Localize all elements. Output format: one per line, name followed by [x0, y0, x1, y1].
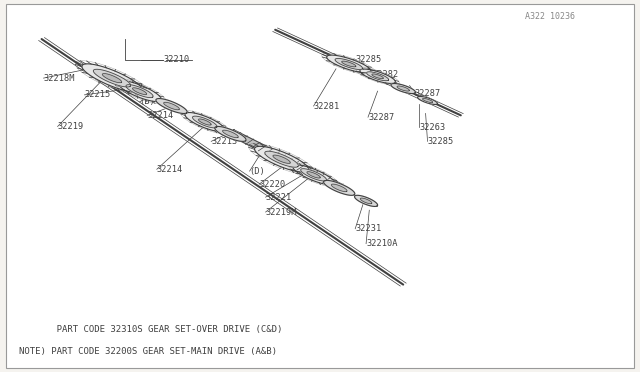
Polygon shape: [118, 81, 161, 102]
Text: (B): (B): [140, 97, 156, 106]
Text: 32210: 32210: [163, 55, 189, 64]
Polygon shape: [422, 99, 433, 102]
Text: 32287: 32287: [368, 113, 394, 122]
Text: 32219: 32219: [58, 122, 84, 131]
Polygon shape: [417, 96, 438, 105]
Text: 32281: 32281: [314, 102, 340, 110]
Polygon shape: [301, 169, 326, 181]
Polygon shape: [307, 171, 320, 178]
Text: A322 10236: A322 10236: [525, 12, 575, 21]
Text: 32210A: 32210A: [366, 239, 397, 248]
Text: 32285: 32285: [356, 55, 382, 64]
Polygon shape: [360, 69, 396, 83]
Polygon shape: [223, 130, 238, 138]
Text: 32219M: 32219M: [266, 208, 297, 217]
Polygon shape: [326, 55, 371, 73]
Polygon shape: [355, 195, 378, 206]
Text: 32285: 32285: [428, 137, 454, 146]
Polygon shape: [198, 119, 211, 125]
Polygon shape: [126, 85, 153, 97]
Text: PART CODE 32310S GEAR SET-OVER DRIVE (C&D): PART CODE 32310S GEAR SET-OVER DRIVE (C&…: [19, 325, 283, 334]
Text: 32221: 32221: [266, 193, 292, 202]
Polygon shape: [372, 74, 383, 78]
Text: 32231: 32231: [355, 224, 381, 233]
Polygon shape: [193, 116, 217, 128]
Text: 32287: 32287: [415, 89, 441, 97]
Polygon shape: [292, 165, 335, 185]
Text: 32215: 32215: [84, 90, 111, 99]
Polygon shape: [360, 198, 372, 203]
Polygon shape: [102, 74, 122, 83]
Text: 32220: 32220: [259, 180, 285, 189]
Text: (D): (D): [250, 167, 266, 176]
Text: 32214: 32214: [157, 165, 183, 174]
Polygon shape: [335, 58, 362, 70]
Polygon shape: [82, 64, 142, 92]
Polygon shape: [342, 61, 356, 67]
Polygon shape: [273, 155, 291, 163]
Text: 32214: 32214: [147, 111, 173, 120]
Text: 32218M: 32218M: [44, 74, 75, 83]
Polygon shape: [265, 151, 298, 167]
Text: 32263: 32263: [419, 123, 445, 132]
Text: NOTE) PART CODE 32200S GEAR SET-MAIN DRIVE (A&B): NOTE) PART CODE 32200S GEAR SET-MAIN DRI…: [19, 347, 277, 356]
Polygon shape: [255, 146, 308, 172]
Polygon shape: [397, 86, 410, 91]
Polygon shape: [185, 112, 225, 132]
Polygon shape: [391, 84, 415, 93]
Polygon shape: [93, 69, 131, 87]
Polygon shape: [156, 99, 187, 113]
Polygon shape: [324, 180, 355, 195]
Polygon shape: [164, 102, 179, 110]
Polygon shape: [132, 88, 147, 94]
Text: 32282: 32282: [372, 70, 399, 79]
Polygon shape: [332, 184, 347, 192]
Polygon shape: [215, 126, 246, 141]
Text: 32213: 32213: [211, 137, 237, 146]
Polygon shape: [367, 72, 388, 81]
Polygon shape: [227, 130, 342, 189]
FancyBboxPatch shape: [6, 4, 634, 368]
